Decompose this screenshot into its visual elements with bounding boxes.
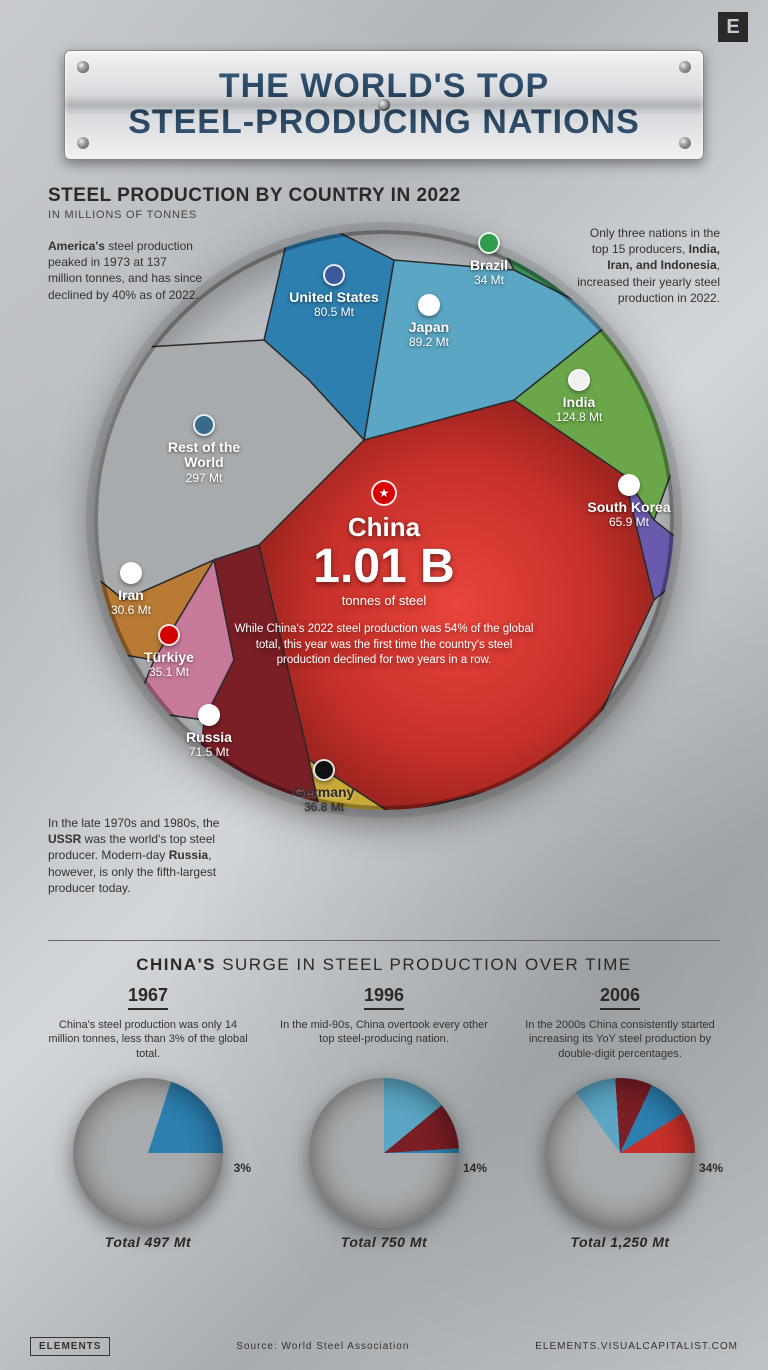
flag-icon-germany: [313, 759, 335, 781]
china-name: China: [224, 512, 544, 543]
mini-year: 1967: [128, 985, 168, 1010]
logo-e: E: [718, 12, 748, 42]
flag-icon-iran: [120, 562, 142, 584]
mini-charts-row: 1967 China's steel production was only 1…: [0, 985, 768, 1250]
footer-source: Source: World Steel Association: [236, 1341, 409, 1352]
footer: ELEMENTS Source: World Steel Association…: [0, 1337, 768, 1356]
mini-year: 1996: [364, 985, 404, 1010]
mini-text: In the 2000s China consistently started …: [510, 1018, 730, 1070]
footer-brand: ELEMENTS: [30, 1337, 110, 1356]
flag-icon-rest-of-the-world: [193, 414, 215, 436]
flag-icon-türkiye: [158, 624, 180, 646]
mini-total: Total 497 Mt: [38, 1234, 258, 1250]
subtitle-unit: IN MILLIONS OF TONNES: [48, 209, 461, 221]
flag-icon-india: [568, 369, 590, 391]
flag-icon-russia: [198, 704, 220, 726]
footer-url: ELEMENTS.VISUALCAPITALIST.COM: [535, 1341, 738, 1352]
china-unit: tonnes of steel: [224, 593, 544, 608]
mini-total: Total 750 Mt: [274, 1234, 494, 1250]
china-center-block: ★ China 1.01 B tonnes of steel While Chi…: [224, 480, 544, 669]
mini-year: 2006: [600, 985, 640, 1010]
flag-icon-united-states: [323, 264, 345, 286]
mini-pie: [309, 1078, 459, 1228]
flag-icon-south-korea: [618, 474, 640, 496]
mini-pie: [545, 1078, 695, 1228]
mini-text: China's steel production was only 14 mil…: [38, 1018, 258, 1070]
surge-title: CHINA'S SURGE IN STEEL PRODUCTION OVER T…: [0, 955, 768, 975]
mini-chart-1996: 1996 In the mid-90s, China overtook ever…: [274, 985, 494, 1250]
mini-pie: [73, 1078, 223, 1228]
title-plate: THE WORLD'S TOP STEEL-PRODUCING NATIONS: [64, 50, 704, 160]
china-pct-callout: 14%: [463, 1161, 487, 1175]
mini-total: Total 1,250 Mt: [510, 1234, 730, 1250]
flag-icon-japan: [418, 294, 440, 316]
section-divider: [48, 940, 720, 941]
flag-icon-brazil: [478, 232, 500, 254]
mini-chart-1967: 1967 China's steel production was only 1…: [38, 985, 258, 1250]
annotation-ussr: In the late 1970s and 1980s, the USSR wa…: [48, 815, 233, 896]
china-description: While China's 2022 steel production was …: [224, 622, 544, 669]
subtitle-block: STEEL PRODUCTION BY COUNTRY IN 2022 IN M…: [48, 185, 461, 221]
mini-text: In the mid-90s, China overtook every oth…: [274, 1018, 494, 1070]
china-pct-callout: 34%: [699, 1161, 723, 1175]
main-title: THE WORLD'S TOP STEEL-PRODUCING NATIONS: [128, 69, 640, 140]
mini-chart-2006: 2006 In the 2000s China consistently sta…: [510, 985, 730, 1250]
china-value: 1.01 B: [224, 543, 544, 591]
subtitle-heading: STEEL PRODUCTION BY COUNTRY IN 2022: [48, 185, 461, 207]
china-flag-icon: ★: [371, 480, 397, 506]
china-pct-callout: 3%: [234, 1161, 251, 1175]
